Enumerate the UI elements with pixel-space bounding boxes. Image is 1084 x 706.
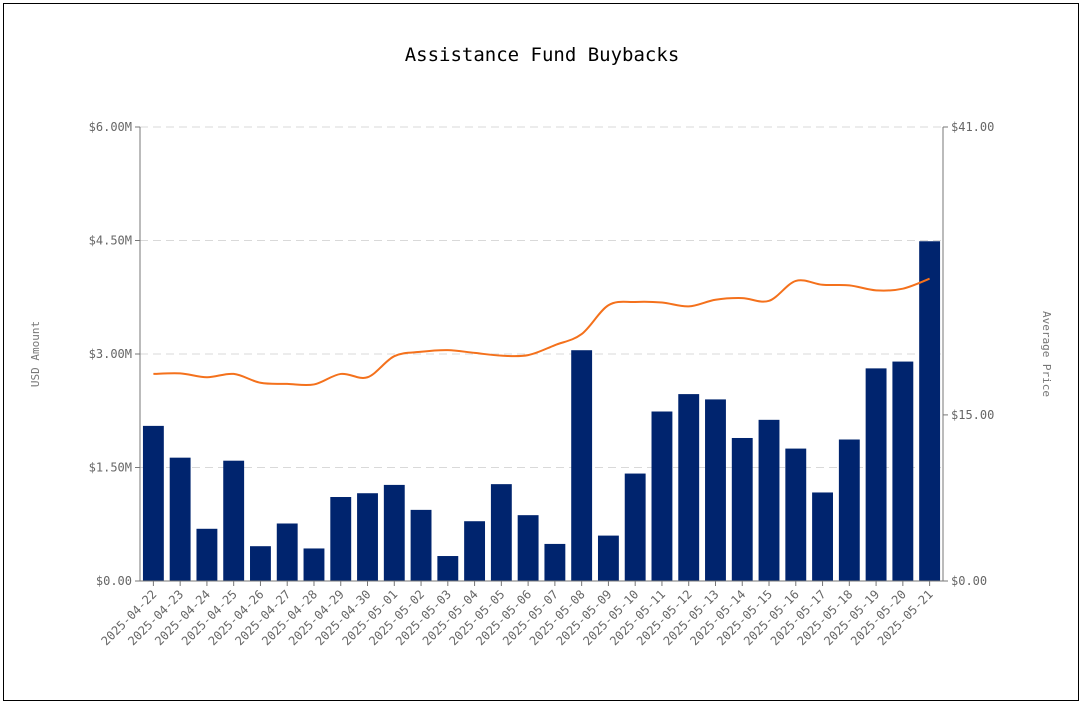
bar xyxy=(464,521,486,581)
bar xyxy=(758,419,780,581)
chart-title: Assistance Fund Buybacks xyxy=(405,44,680,66)
y-axis-title: USD Amount xyxy=(29,321,42,387)
bar xyxy=(597,535,619,581)
bar xyxy=(651,411,673,581)
bar xyxy=(678,394,700,581)
bar xyxy=(571,350,593,581)
y-tick-label: $3.00M xyxy=(89,347,132,361)
bar xyxy=(410,509,432,581)
y2-tick-label: $0.00 xyxy=(951,574,987,588)
bar xyxy=(705,399,726,581)
y2-tick-label: $15.00 xyxy=(951,408,994,422)
bar xyxy=(731,437,753,581)
bar xyxy=(490,484,512,581)
bar xyxy=(330,497,352,581)
bar-series xyxy=(142,241,941,582)
y-tick-label: $0.00 xyxy=(96,574,132,588)
bar xyxy=(223,460,245,581)
bar xyxy=(169,457,191,581)
bar xyxy=(838,439,860,581)
y-tick-label: $6.00M xyxy=(89,120,132,134)
bar xyxy=(892,361,914,581)
gridlines xyxy=(140,126,943,468)
y2-axis-title: Average Price xyxy=(1040,311,1053,397)
bar xyxy=(785,448,807,581)
bar xyxy=(250,546,271,581)
price-line-series xyxy=(153,277,930,387)
bar xyxy=(383,484,405,581)
bar xyxy=(919,241,941,582)
y-tick-label: $4.50M xyxy=(89,234,132,248)
bar xyxy=(624,473,646,581)
bar xyxy=(196,528,218,581)
bar xyxy=(517,515,539,581)
price-line xyxy=(153,277,930,387)
y-tick-label: $1.50M xyxy=(89,461,132,475)
bar xyxy=(142,425,164,581)
bar xyxy=(303,548,325,581)
bar xyxy=(544,543,566,581)
bar xyxy=(812,492,833,581)
bar xyxy=(437,556,459,581)
bar xyxy=(865,368,887,581)
y2-tick-label: $41.00 xyxy=(951,120,994,134)
bar xyxy=(357,493,378,581)
bar xyxy=(276,523,298,581)
